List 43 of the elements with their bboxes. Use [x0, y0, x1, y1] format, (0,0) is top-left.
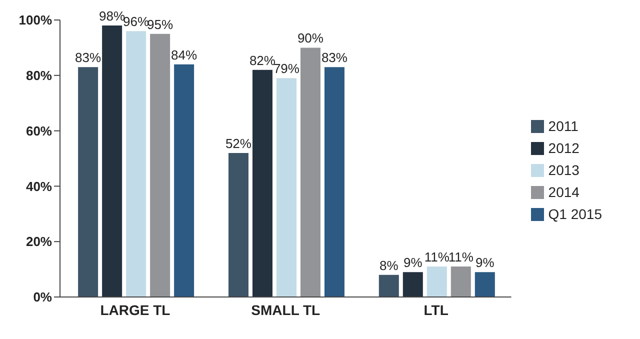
x-tick-label: SMALL TL	[251, 302, 321, 318]
bar	[252, 70, 272, 297]
bar	[228, 152, 248, 297]
data-label: 11%	[448, 250, 474, 265]
y-tick-label: 0%	[33, 290, 52, 305]
bar	[78, 67, 98, 297]
data-label: 98%	[99, 8, 126, 24]
bar	[150, 34, 170, 297]
y-tick-label: 100%	[18, 12, 52, 28]
y-tick-label: 40%	[26, 178, 52, 194]
x-tick-label: LTL	[424, 302, 449, 318]
bar	[174, 64, 194, 297]
legend-label: 2013	[548, 162, 580, 178]
x-tick-label: LARGE TL	[100, 302, 171, 318]
y-tick-label: 80%	[26, 68, 52, 84]
data-label: 82%	[249, 52, 276, 68]
legend-label: 2011	[548, 118, 578, 134]
data-label: 52%	[225, 136, 252, 151]
bar	[324, 67, 344, 297]
data-label: 96%	[123, 14, 150, 30]
y-tick-label: 20%	[26, 234, 52, 250]
data-label: 11%	[424, 250, 450, 265]
bar	[300, 48, 320, 297]
bar	[426, 266, 447, 297]
bar	[276, 78, 296, 297]
legend-label: Q1 2015	[548, 206, 602, 222]
bar	[378, 274, 399, 297]
data-label: 95%	[147, 16, 174, 32]
bar	[402, 272, 423, 297]
bar	[474, 272, 495, 297]
bar	[102, 26, 122, 297]
y-tick-label: 60%	[26, 123, 52, 138]
data-label: 9%	[476, 255, 495, 270]
data-label: 90%	[297, 30, 324, 46]
data-label: 9%	[404, 255, 423, 270]
data-label: 8%	[380, 258, 399, 273]
data-label: 84%	[171, 47, 198, 62]
bar	[450, 266, 471, 297]
bar	[126, 31, 146, 297]
legend-label: 2014	[548, 184, 580, 200]
data-label: 83%	[321, 50, 348, 66]
legend-label: 2012	[548, 140, 580, 156]
data-label: 83%	[75, 50, 102, 66]
